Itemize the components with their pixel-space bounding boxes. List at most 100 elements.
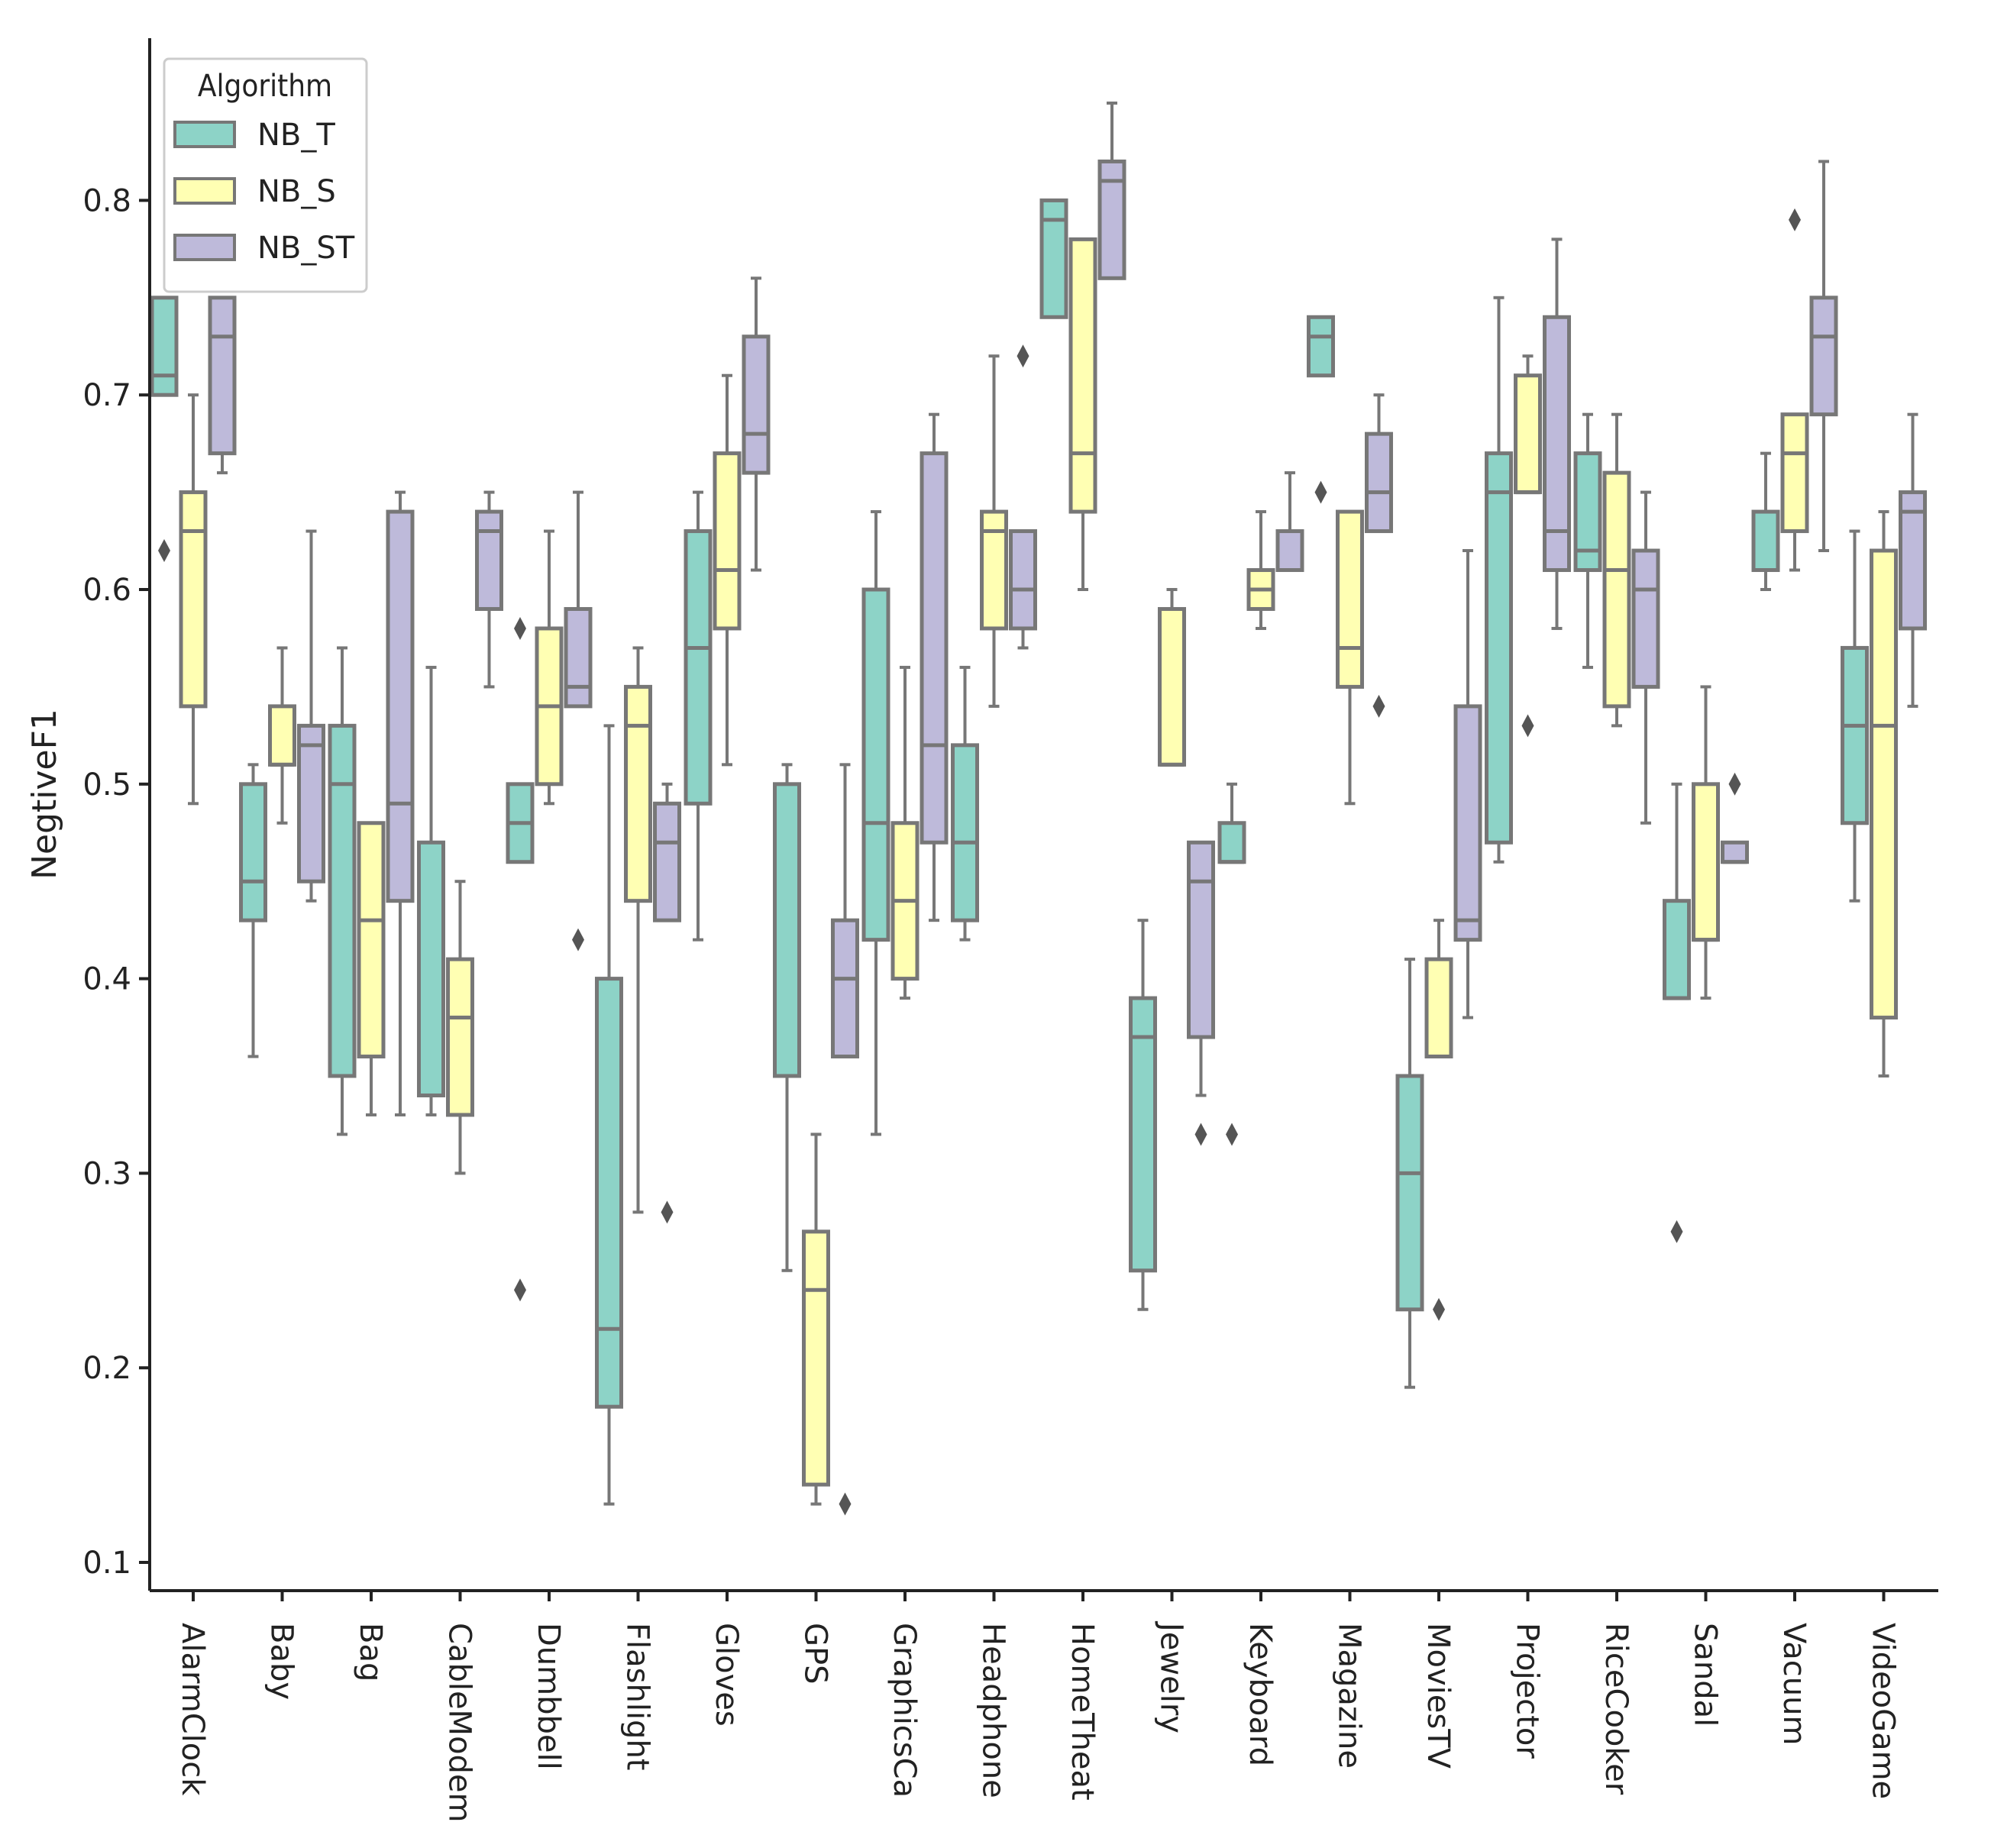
x-tick-label: Flashlight [620,1623,655,1770]
box-iqr [1514,373,1542,495]
box-iqr [475,509,503,611]
box-iqr [1663,899,1691,1000]
box-iqr [1275,529,1304,573]
box-iqr [1307,315,1335,378]
box-NB_T-HomeTheat [1039,198,1068,319]
box-NB_S-Dumbbell [535,529,564,806]
box-iqr [1692,782,1720,942]
box-iqr [1485,451,1513,845]
box-iqr [417,840,445,1097]
outlier-marker [1226,1123,1238,1146]
outlier-marker [839,1492,852,1516]
legend-label-NB_ST: NB_ST [257,231,355,266]
legend: Algorithm NB_T NB_S NB_ST [163,57,368,293]
box-iqr [773,782,801,1078]
series-NB_ST [208,102,1927,1516]
legend-label-NB_S: NB_S [257,174,336,209]
box-NB_ST-Baby [297,529,325,903]
box-iqr [446,957,474,1117]
x-tick-label: GPS [798,1623,833,1685]
outlier-marker [1372,694,1385,718]
box-NB_T-AlarmClock [150,296,179,563]
x-tick-label: AlarmClock [175,1623,210,1796]
box-NB_ST-RiceCooker [1631,490,1660,825]
box-iqr [1899,490,1927,631]
box-NB_T-CableModem [417,665,445,1116]
x-tick-label: VideoGame [1866,1623,1901,1799]
box-iqr [951,743,979,922]
series-NB_S [179,208,1898,1506]
box-iqr [595,977,623,1409]
x-axis-ticks: AlarmClock Baby Bag CableModem Dumbbell Flash… [175,1591,1901,1823]
box-NB_T-Vacuum [1751,451,1780,591]
box-NB_S-GPS [802,1132,830,1506]
box-NB_S-GraphicsCa [890,665,920,1000]
box-NB_ST-Bag [386,490,415,1116]
box-NB_T-Jewelry [1129,919,1157,1311]
outlier-marker [1728,772,1741,796]
box-NB_ST-Magazine [1365,393,1393,718]
x-tick-label: Gloves [709,1623,744,1727]
box-iqr [1217,821,1246,864]
box-NB_T-Sandal [1663,782,1691,1243]
box-NB_ST-VideoGame [1899,412,1927,708]
x-tick-label: Jewelry [1154,1620,1189,1733]
box-NB_T-Baby [239,763,267,1058]
box-NB_T-Projector [1485,296,1513,864]
box-iqr [386,509,415,903]
box-iqr [357,821,386,1059]
box-NB_S-Keyboard [1246,510,1275,630]
outlier-marker [661,1200,674,1224]
box-iqr [1809,296,1838,417]
x-tick-label: Bag [353,1623,388,1682]
box-iqr [1187,840,1215,1039]
box-NB_T-RiceCooker [1573,412,1602,669]
outlier-marker [514,616,526,640]
box-iqr [1336,509,1364,689]
box-NB_ST-Projector [1543,237,1571,630]
y-tick-label: 0.4 [82,962,131,997]
box-iqr [742,334,771,475]
box-iqr [713,451,742,631]
box-NB_S-RiceCooker [1602,412,1631,728]
box-NB_T-Keyboard [1217,782,1246,1146]
x-tick-label: Vacuum [1776,1623,1812,1745]
legend-swatch-NB_T [173,121,236,148]
box-NB_S-Bag [357,821,386,1116]
y-tick-label: 0.5 [82,767,131,803]
box-NB_S-HomeTheat [1068,237,1097,591]
box-NB_ST-Gloves [742,276,771,572]
box-NB_T-Bag [328,646,357,1136]
box-iqr [1097,159,1126,280]
box-NB_ST-GraphicsCa [920,412,949,922]
x-tick-label: Baby [264,1623,299,1700]
box-NB_T-Headphone [951,665,979,942]
x-tick-label: GraphicsCa [887,1623,922,1798]
x-tick-label: HomeTheat [1065,1623,1100,1801]
box-iqr [1751,509,1780,573]
box-iqr [1602,470,1631,709]
box-NB_S-VideoGame [1870,510,1898,1077]
box-iqr [208,296,237,456]
legend-frame [163,57,368,293]
box-iqr [328,723,357,1078]
box-NB_ST-Jewelry [1187,840,1215,1146]
box-NB_T-GPS [773,763,801,1272]
box-NB_ST-HomeTheat [1097,102,1126,280]
legend-swatch-NB_ST [173,234,236,261]
box-iqr [653,801,681,922]
x-tick-label: CableModem [442,1623,477,1823]
box-NB_S-Jewelry [1158,588,1186,767]
box-NB_ST-Flashlight [653,782,681,1224]
box-iqr [1870,548,1898,1020]
box-iqr [802,1229,830,1487]
box-NB_ST-Dumbbell [564,490,593,951]
box-NB_S-CableModem [446,880,474,1175]
box-iqr [861,587,890,942]
box-NB_S-MoviesTV [1424,919,1453,1321]
box-iqr [1573,451,1602,573]
box-NB_T-Magazine [1307,315,1335,504]
box-iqr [1780,412,1809,534]
box-NB_S-Projector [1514,354,1542,738]
box-iqr [1395,1074,1424,1312]
